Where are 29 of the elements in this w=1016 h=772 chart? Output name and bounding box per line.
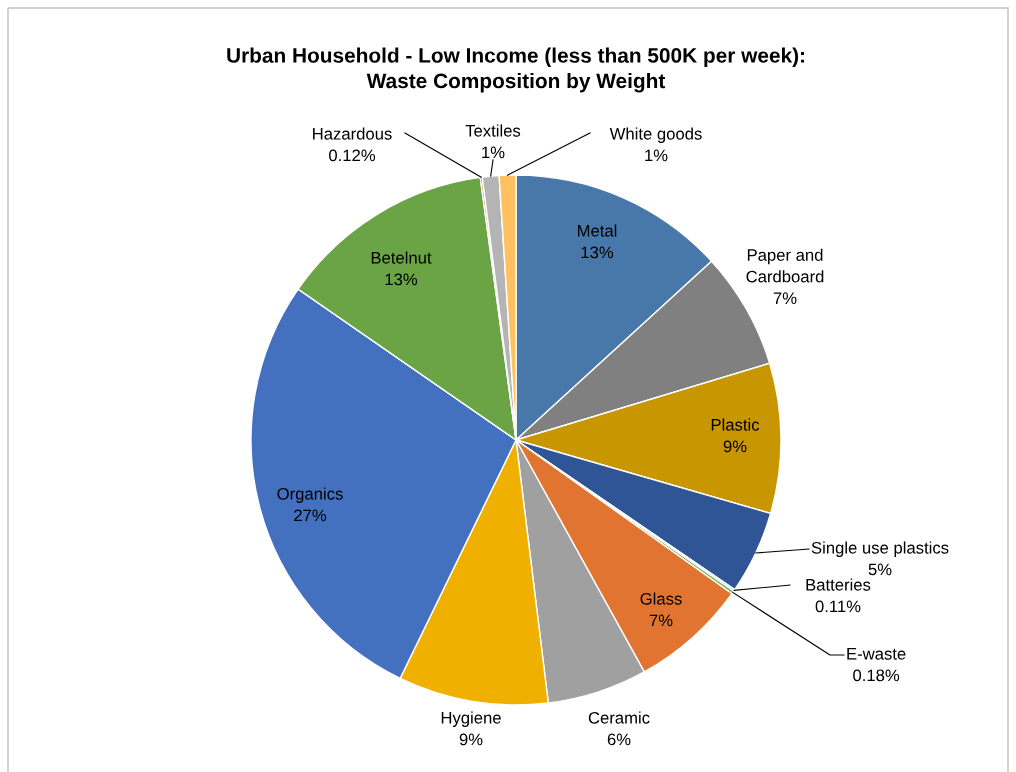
- slice-label: Batteries: [806, 578, 871, 591]
- data-label: 13%: [581, 246, 614, 259]
- slice-label: Metal: [577, 224, 617, 237]
- data-label: 0.11%: [815, 600, 861, 613]
- slice-label: Betelnut: [371, 251, 432, 264]
- slice-label: E-waste: [847, 648, 906, 660]
- data-label: 6%: [607, 733, 631, 746]
- data-label: 7%: [649, 614, 673, 627]
- slice-label: Organics: [277, 487, 343, 503]
- slice-label: Glass: [640, 592, 682, 605]
- slice-label: Hygiene: [441, 711, 501, 727]
- slice-label: Paper and Cardboard: [746, 248, 824, 283]
- slice-label: Plastic: [711, 418, 760, 431]
- data-label: 13%: [385, 273, 418, 286]
- data-label: 9%: [459, 733, 483, 746]
- data-label: 0.18%: [853, 669, 900, 682]
- slice-label: White goods: [609, 127, 702, 143]
- slice-label: Ceramic: [588, 711, 650, 724]
- data-label: 9%: [723, 440, 747, 453]
- data-label: 5%: [868, 563, 892, 576]
- chart-title: Urban Household - Low Income (less than 500K per week): Waste Composition by Weight: [227, 47, 805, 93]
- data-label: 7%: [773, 292, 797, 304]
- data-label: 27%: [294, 509, 327, 522]
- slice-label: Textiles: [465, 124, 521, 137]
- slice-label: Hazardous: [313, 127, 392, 140]
- slice-label: Single use plastics: [811, 541, 949, 557]
- data-label: 1%: [482, 146, 505, 159]
- data-label: 0.12%: [329, 149, 376, 162]
- data-label: 1%: [645, 149, 668, 162]
